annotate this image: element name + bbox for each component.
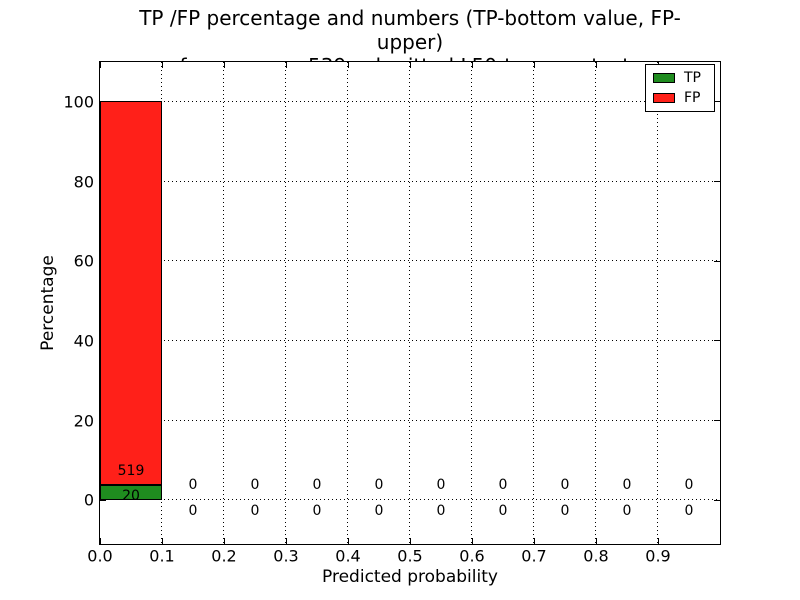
tp-count-label: 0 [374, 502, 384, 519]
x-tick-mark [161, 537, 163, 544]
fp-count-label: 0 [374, 477, 384, 494]
x-gridline [285, 61, 286, 544]
plot-area [98, 60, 721, 545]
x-tick-mark [285, 61, 287, 68]
x-gridline [223, 61, 224, 544]
x-tick-label: 0.2 [211, 546, 237, 566]
x-tick-label: 0.0 [87, 546, 113, 566]
tp-count-label: 0 [622, 502, 632, 519]
y-tick-mark [99, 499, 106, 501]
x-tick-mark [533, 61, 535, 68]
x-tick-mark [223, 537, 225, 544]
fp-count-label: 0 [436, 477, 446, 494]
x-gridline [533, 61, 534, 544]
legend-swatch-fp [653, 93, 675, 103]
tp-count-label: 0 [436, 502, 446, 519]
x-tick-label: 0.5 [397, 546, 423, 566]
x-tick-mark [409, 61, 411, 68]
x-gridline [409, 61, 410, 544]
x-gridline [161, 61, 162, 544]
legend-swatch-tp [653, 73, 675, 83]
legend-label: FP [684, 90, 701, 106]
x-tick-mark [285, 537, 287, 544]
y-gridline [99, 100, 720, 102]
y-gridline [99, 180, 720, 182]
y-gridline [99, 499, 720, 501]
tp-count-label: 0 [684, 502, 694, 519]
x-gridline [595, 61, 596, 544]
x-tick-mark [595, 537, 597, 544]
x-tick-label: 0.8 [583, 546, 609, 566]
y-tick-mark [713, 340, 720, 342]
x-tick-mark [161, 61, 163, 68]
fp-count-label: 0 [188, 477, 198, 494]
x-tick-mark [347, 537, 349, 544]
y-tick-mark [713, 101, 720, 103]
y-tick-label: 40 [73, 331, 94, 351]
fp-count-label: 0 [560, 477, 570, 494]
fp-count-label: 0 [250, 477, 260, 494]
x-tick-label: 0.3 [273, 546, 299, 566]
y-tick-label: 60 [73, 251, 94, 271]
legend: TP FP [645, 64, 715, 112]
fp-count-label: 0 [312, 477, 322, 494]
y-gridline [99, 260, 720, 262]
y-tick-label: 20 [73, 411, 94, 430]
x-tick-mark [99, 61, 101, 68]
tp-count-label: 0 [560, 502, 570, 519]
y-tick-label: 80 [73, 172, 94, 191]
x-tick-mark [657, 537, 659, 544]
x-tick-label: 0.1 [149, 546, 175, 566]
y-gridline [99, 419, 720, 421]
tp-count-label: 20 [122, 487, 140, 504]
x-tick-mark [471, 61, 473, 68]
y-tick-label: 100 [63, 92, 94, 112]
bar-segment-fp [99, 101, 162, 485]
x-tick-label: 0.4 [335, 546, 361, 566]
fp-count-label: 0 [622, 477, 632, 494]
y-tick-mark [713, 499, 720, 501]
tp-count-label: 0 [188, 502, 198, 519]
x-tick-mark [99, 537, 101, 544]
tp-count-label: 0 [312, 502, 322, 519]
x-tick-mark [533, 537, 535, 544]
legend-row: FP [646, 91, 714, 105]
x-tick-label: 0.6 [459, 546, 485, 566]
y-gridline [99, 339, 720, 341]
x-gridline [347, 61, 348, 544]
y-tick-mark [713, 420, 720, 421]
chart-title-line1: TP /FP percentage and numbers (TP-bottom… [139, 6, 681, 54]
fp-count-label: 0 [498, 477, 508, 494]
x-tick-label: 0.9 [645, 546, 671, 566]
y-tick-mark [713, 260, 720, 262]
fp-count-label: 519 [117, 462, 145, 479]
fp-count-label: 0 [684, 477, 694, 494]
y-axis-label: Percentage [38, 255, 58, 351]
x-gridline [471, 61, 472, 544]
legend-row: TP [646, 71, 714, 85]
x-tick-mark [595, 61, 597, 68]
tp-count-label: 0 [250, 502, 260, 519]
legend-label: TP [684, 70, 701, 86]
y-tick-mark [713, 181, 720, 182]
x-tick-mark [471, 537, 473, 544]
x-tick-label: 0.7 [521, 546, 547, 566]
tp-count-label: 0 [498, 502, 508, 519]
x-tick-mark [409, 537, 411, 544]
x-tick-mark [347, 61, 349, 68]
y-tick-label: 0 [83, 490, 94, 510]
bar-segment-tp [99, 484, 162, 500]
x-tick-mark [223, 61, 225, 68]
x-axis-label: Predicted probability [322, 567, 498, 587]
x-gridline [657, 61, 658, 544]
